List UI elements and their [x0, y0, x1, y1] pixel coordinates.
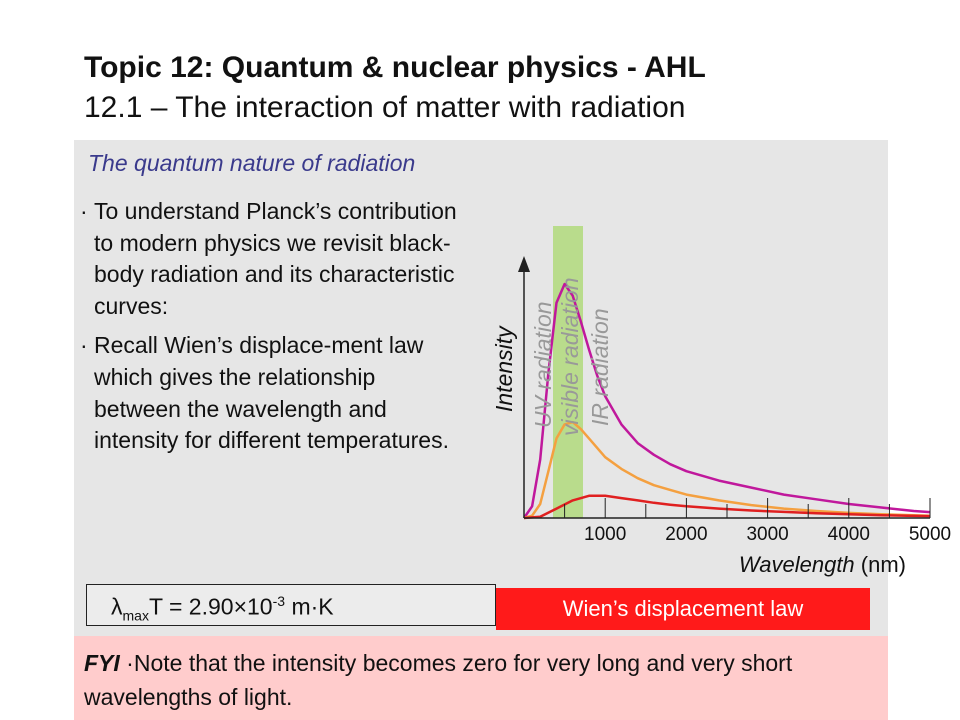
bullet-icon: ·	[80, 332, 88, 359]
formula-exponent: -3	[272, 593, 286, 609]
x-tick-label: 4000	[828, 524, 870, 545]
x-axis-label-unit: (nm)	[855, 552, 906, 577]
bullet-text: Recall Wien’s displace-ment law which gi…	[94, 332, 449, 454]
band-label-visible: visible radiation	[557, 277, 583, 436]
section-subtitle: The quantum nature of radiation	[88, 150, 416, 176]
lambda-symbol: λ	[111, 593, 123, 620]
content-panel	[74, 140, 888, 636]
fyi-panel	[74, 636, 888, 720]
x-axis-label: Wavelength (nm)	[739, 552, 906, 577]
bullet-text: To understand Planck’s contribution to m…	[94, 198, 457, 319]
y-axis-arrow	[518, 256, 530, 272]
formula-base: 10	[247, 593, 273, 620]
topic-heading: Topic 12: Quantum & nuclear physics - AH…	[84, 51, 706, 84]
y-axis-label: Intensity	[491, 325, 517, 412]
slide-title: Topic 12: Quantum & nuclear physics - AH…	[84, 48, 706, 128]
x-tick-label: 1000	[584, 524, 626, 545]
x-tick-label: 5000	[909, 524, 951, 545]
fyi-label: FYI	[84, 650, 120, 676]
fyi-text: Note that the intensity becomes zero for…	[84, 650, 793, 710]
bullet-item: · Recall Wien’s displace-ment law which …	[80, 330, 460, 456]
x-axis-label-name: Wavelength	[739, 552, 855, 577]
band-label-uv: UV radiation	[530, 301, 556, 428]
x-tick-label: 2000	[665, 524, 707, 545]
tick-group	[523, 498, 931, 518]
intensity-curve-2	[523, 420, 931, 520]
bullet-item: · To understand Planck’s contribution to…	[80, 196, 460, 322]
bullet-list: · To understand Planck’s contribution to…	[80, 196, 460, 465]
visible-band	[553, 226, 583, 518]
x-tick-label: 3000	[746, 524, 788, 545]
formula-subscript: max	[122, 607, 149, 624]
bullet-icon: ·	[80, 198, 88, 224]
bullet-icon: ·	[126, 650, 134, 676]
subtopic-heading: 12.1 – The interaction of matter with ra…	[84, 91, 686, 124]
tick-label-group: 1000 2000 3000 4000 5000	[584, 524, 951, 545]
curves-group	[522, 282, 931, 520]
band-label-ir: IR radiation	[587, 308, 613, 426]
formula-unit: m·K	[285, 593, 334, 620]
times-symbol: ×	[233, 593, 248, 620]
fyi-note: FYI ·Note that the intensity becomes zer…	[84, 646, 884, 714]
law-label: Wien’s displacement law	[496, 588, 870, 630]
wien-formula: λmaxT = 2.90×10-3 m·K	[86, 584, 496, 626]
formula-text: T = 2.90	[148, 593, 234, 620]
intensity-curve-1	[522, 282, 931, 519]
